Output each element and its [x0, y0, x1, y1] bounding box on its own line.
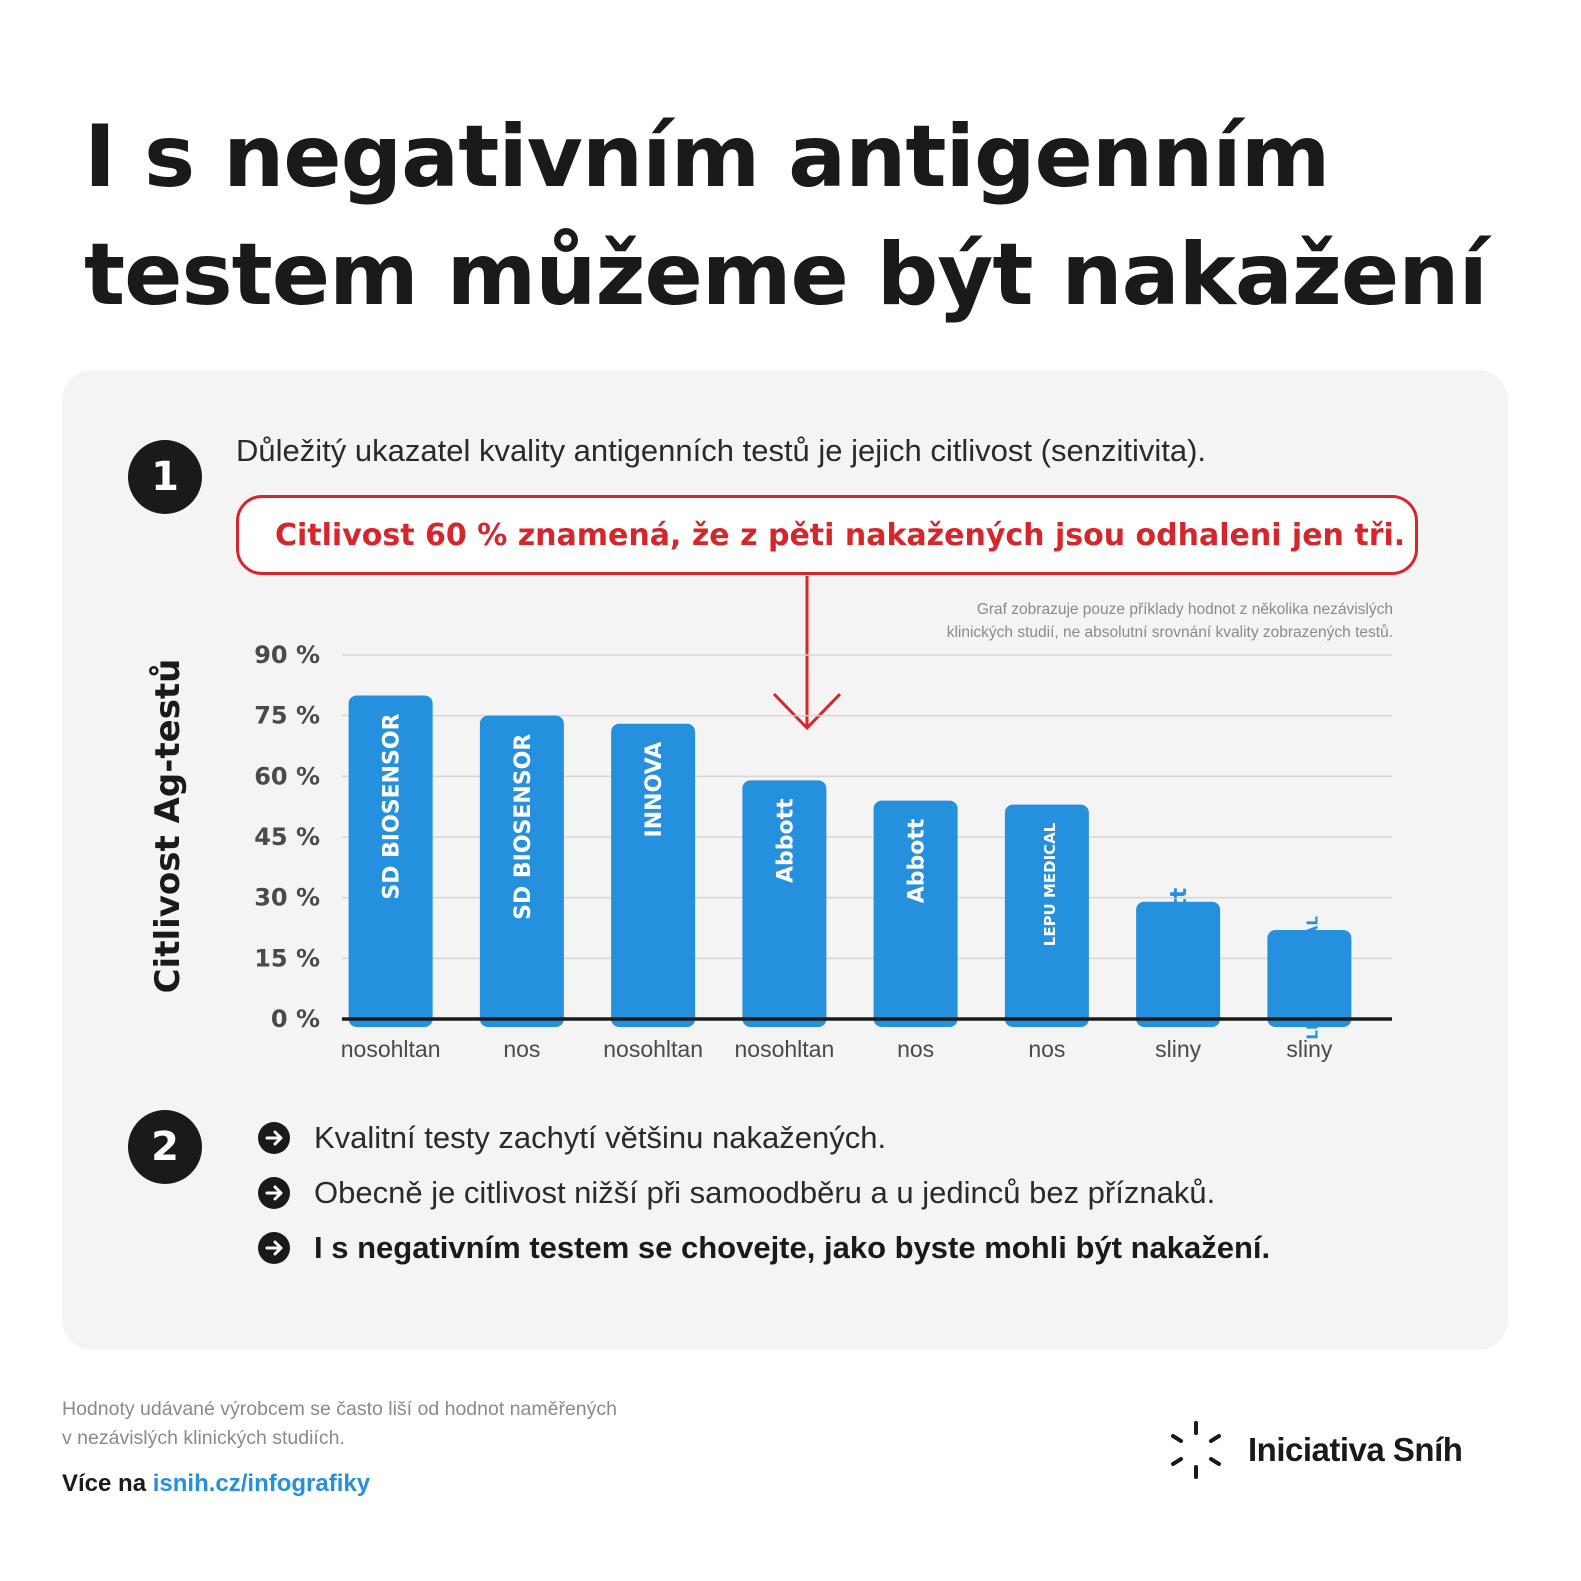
x-category-label: nosohltan: [735, 1036, 835, 1062]
title-line-1: I s negativním antigenním: [84, 107, 1330, 207]
brand-label: LEPU MEDICAL: [1303, 916, 1321, 1040]
bar: [873, 800, 958, 1027]
snowflake-icon: [1171, 1421, 1221, 1479]
bar: [1004, 804, 1089, 1027]
y-tick-label: 30 %: [254, 884, 320, 912]
brand-label: SD BIOSENSOR: [511, 734, 536, 920]
brand-logo: Abbott: [905, 818, 930, 903]
x-category-label: nos: [897, 1036, 934, 1062]
x-category-label: nos: [503, 1036, 540, 1062]
takeaway-item-2: Obecně je citlivost nižší při samoodběru…: [258, 1170, 1270, 1225]
y-tick-label: 90 %: [254, 641, 320, 669]
page-title: I s negativním antigenním testem můžeme …: [84, 98, 1488, 334]
footer-note-line-1: Hodnoty udávané výrobcem se často liší o…: [62, 1398, 617, 1420]
brand-label: SD BIOSENSOR: [380, 713, 405, 899]
x-category-label: nosohltan: [603, 1036, 703, 1062]
bar: [611, 723, 696, 1027]
brand-logo: SD BIOSENSOR: [380, 713, 405, 899]
brand-label: Abbott: [1167, 887, 1192, 972]
more-info: Více na isnih.cz/infografiky: [62, 1470, 370, 1498]
x-category-label: nos: [1028, 1036, 1065, 1062]
brand-label: LEPU MEDICAL: [1041, 822, 1059, 946]
callout-text: Citlivost 60 % znamená, že z pěti nakaže…: [275, 518, 1406, 553]
brand-logo: LEPU MEDICAL: [1041, 822, 1059, 946]
step-number-1: 1: [128, 440, 202, 514]
y-tick-label: 0 %: [271, 1005, 320, 1033]
x-category-label: nosohltan: [341, 1036, 441, 1062]
callout-arrow-icon: [772, 576, 842, 731]
takeaway-item-1: Kvalitní testy zachytí většinu nakaženýc…: [258, 1115, 1270, 1170]
brand-label: Abbott: [905, 818, 930, 903]
brand-logo: SD BIOSENSOR: [511, 734, 536, 920]
footer-note-line-2: v nezávislých klinických studiích.: [62, 1427, 345, 1449]
brand-label: INNOVA: [642, 742, 667, 838]
x-category-label: sliny: [1286, 1036, 1333, 1062]
bar: [479, 715, 564, 1027]
sensitivity-callout: Citlivost 60 % znamená, že z pěti nakaže…: [236, 495, 1418, 575]
bar: [1136, 901, 1221, 1027]
y-tick-label: 60 %: [254, 762, 320, 790]
chart-disclaimer: Graf zobrazuje pouze příklady hodnot z n…: [947, 598, 1393, 644]
disclaimer-line-2: klinických studií, ne absolutní srovnání…: [946, 624, 1393, 641]
step-number-2: 2: [128, 1110, 202, 1184]
brand-logo: Abbott: [1167, 887, 1192, 972]
bar: [742, 780, 827, 1027]
x-category-label: sliny: [1155, 1036, 1202, 1062]
arrow-right-icon: [258, 1177, 290, 1209]
bar: [348, 695, 433, 1027]
takeaway-list: Kvalitní testy zachytí většinu nakaženýc…: [258, 1115, 1270, 1280]
takeaway-text-2: Obecně je citlivost nižší při samoodběru…: [314, 1175, 1216, 1210]
title-line-2: testem můžeme být nakažení: [84, 225, 1488, 325]
sensitivity-lead-text: Důležitý ukazatel kvality antigenních te…: [236, 433, 1207, 468]
brand-logo: Abbott: [773, 798, 798, 883]
more-prefix: Více na: [62, 1470, 153, 1497]
y-tick-label: 75 %: [254, 702, 320, 730]
brand-logo: LEPU MEDICAL: [1303, 916, 1321, 1040]
infographics-link[interactable]: isnih.cz/infografiky: [152, 1470, 371, 1497]
arrow-right-icon: [258, 1232, 290, 1264]
logo-text: Iniciativa Sníh: [1248, 1431, 1463, 1468]
footer-note: Hodnoty udávané výrobcem se často liší o…: [62, 1395, 617, 1453]
y-tick-label: 15 %: [254, 944, 320, 972]
takeaway-item-3: I s negativním testem se chovejte, jako …: [258, 1225, 1270, 1280]
brand-logo: INNOVA: [642, 742, 667, 838]
brand-label: Abbott: [773, 798, 798, 883]
arrow-right-icon: [258, 1122, 290, 1154]
takeaway-text-3: I s negativním testem se chovejte, jako …: [314, 1230, 1271, 1265]
y-tick-label: 45 %: [254, 823, 320, 851]
disclaimer-line-1: Graf zobrazuje pouze příklady hodnot z n…: [976, 601, 1393, 618]
bar: [1267, 930, 1352, 1027]
takeaway-text-1: Kvalitní testy zachytí většinu nakaženýc…: [314, 1120, 887, 1155]
